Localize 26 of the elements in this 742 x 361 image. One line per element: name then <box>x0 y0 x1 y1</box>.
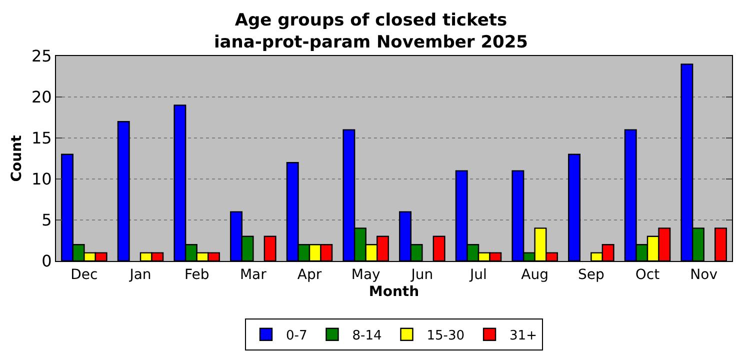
x-tick-label: May <box>351 266 380 283</box>
y-axis-title: Count <box>9 134 26 182</box>
legend-label: 0-7 <box>286 328 308 344</box>
x-tick-label: Jun <box>410 266 434 283</box>
y-tick-label: 5 <box>42 210 52 230</box>
x-tick-label: Jul <box>469 266 487 283</box>
x-tick-label: Dec <box>70 266 98 283</box>
chart-title: Age groups of closed tickets <box>234 10 508 30</box>
y-tick-label: 20 <box>31 88 52 107</box>
x-tick-label: Oct <box>635 266 660 283</box>
x-axis-title: Month <box>368 284 420 300</box>
x-tick-label: Nov <box>690 266 718 283</box>
x-tick-label: Aug <box>521 266 548 283</box>
y-tick-label: 0 <box>42 252 52 271</box>
y-tick-label: 15 <box>31 128 52 148</box>
x-tick-label: Feb <box>184 266 210 283</box>
chart-subtitle: iana-prot-param November 2025 <box>214 32 528 52</box>
y-tick-label: 10 <box>31 170 52 189</box>
y-tick-label: 25 <box>31 46 52 66</box>
legend-label: 31+ <box>510 328 537 344</box>
x-tick-label: Sep <box>578 266 604 283</box>
x-tick-label: Apr <box>297 266 322 283</box>
legend-label: 15-30 <box>426 328 465 344</box>
x-tick-label: Mar <box>240 266 267 283</box>
legend-label: 8-14 <box>352 328 382 344</box>
x-tick-label: Jan <box>128 266 152 283</box>
